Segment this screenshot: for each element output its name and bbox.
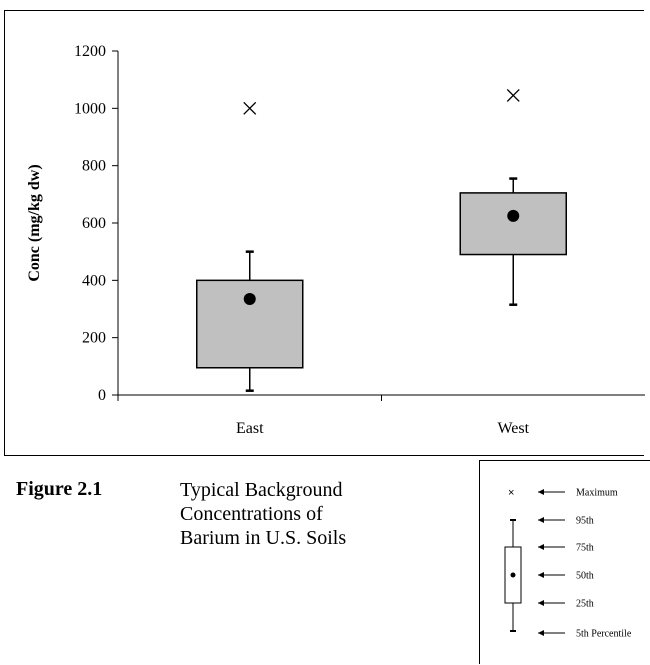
- x-tick-label: West: [497, 420, 529, 437]
- box-series: [196, 88, 567, 392]
- legend-item: 50th: [538, 571, 594, 582]
- max-marker: [506, 88, 520, 102]
- y-tick-label: 1200: [74, 43, 106, 60]
- max-marker: [243, 101, 257, 115]
- x-tick-label: East: [236, 420, 264, 437]
- arrow-head-icon: [538, 600, 544, 606]
- legend-label: 5th Percentile: [576, 629, 632, 640]
- box-west: [459, 88, 567, 306]
- y-tick-label: 200: [82, 330, 106, 347]
- legend-item: Maximum: [538, 488, 618, 499]
- box-plot-chart: 0 200 400 600 800 1000 1200 East West Conc (mg/…: [26, 43, 645, 437]
- legend-item: 25th: [538, 599, 594, 610]
- iqr-box: [459, 192, 567, 256]
- legend-label: Maximum: [576, 488, 618, 499]
- legend-label: 75th: [576, 543, 594, 554]
- y-tick-label: 400: [82, 272, 106, 289]
- caption-line: Barium in U.S. Soils: [180, 527, 347, 549]
- legend-median-dot: [510, 572, 516, 578]
- box-east: [196, 101, 304, 392]
- y-tick-label: 800: [82, 158, 106, 175]
- legend-items: Maximum 95th 75th 50th 25th 5th Percentile: [538, 488, 632, 640]
- arrow-head-icon: [538, 517, 544, 523]
- y-tick-label: 0: [98, 387, 106, 404]
- y-tick-label: 600: [82, 215, 106, 232]
- arrow-head-icon: [538, 630, 544, 636]
- caption-line: Typical Background: [180, 479, 343, 501]
- legend-label: 50th: [576, 571, 594, 582]
- y-axis-ticks: 0 200 400 600 800 1000 1200: [74, 43, 118, 404]
- x-axis-ticks: East West: [117, 395, 530, 437]
- median-point: [507, 209, 520, 222]
- legend-item: 95th: [538, 516, 594, 527]
- legend-item: 75th: [538, 543, 594, 554]
- legend-diagram: × Maximum 95th 75th 50th 25th 5th Percentile: [504, 487, 632, 640]
- legend-key: × Maximum 95th 75th 50th 25th 5th Percentile: [479, 460, 650, 664]
- y-axis-label: Conc (mg/kg dw): [26, 164, 43, 281]
- arrow-head-icon: [538, 544, 544, 550]
- chart-frame: 0 200 400 600 800 1000 1200 East West Conc (mg/…: [4, 10, 645, 456]
- legend-label: 95th: [576, 516, 594, 527]
- arrow-head-icon: [538, 489, 544, 495]
- y-tick-label: 1000: [74, 100, 106, 117]
- legend-max-marker-icon: ×: [508, 487, 514, 499]
- figure-caption: Typical Background Concentrations of Bar…: [180, 478, 470, 550]
- arrow-head-icon: [538, 572, 544, 578]
- median-point: [243, 292, 256, 305]
- legend-label: 25th: [576, 599, 594, 610]
- figure-label: Figure 2.1: [16, 478, 103, 500]
- legend-item: 5th Percentile: [538, 629, 632, 640]
- caption-line: Concentrations of: [180, 503, 323, 525]
